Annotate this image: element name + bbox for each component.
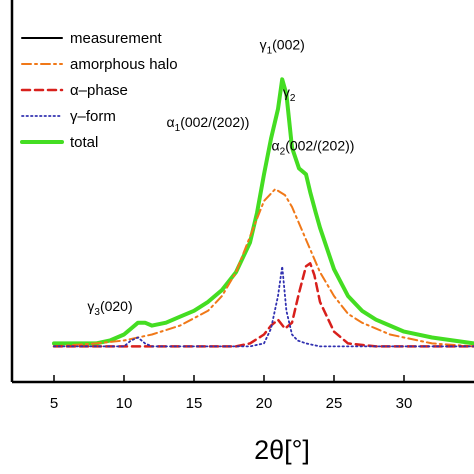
peak-annotation: γ2 (283, 84, 296, 104)
annotations: γ1(002) γ2 α1(002/(202)) α2(002/(202)) γ3(02… (87, 37, 354, 318)
legend-label: amorphous halo (70, 56, 178, 73)
axes-layer: 5 10 15 20 25 30 (10, 0, 474, 412)
peak-annotation: γ3(020) (87, 298, 132, 318)
series-line-total (52, 77, 474, 346)
peak-annotation: γ1(002) (260, 37, 305, 57)
x-axis-label: 2θ[°] (254, 435, 310, 465)
x-tick-label: 10 (116, 395, 133, 412)
x-tick-label: 20 (256, 395, 273, 412)
x-tick-label: 25 (326, 395, 343, 412)
peak-annotation: α2(002/(202)) (272, 138, 355, 158)
series-line--form (53, 265, 474, 348)
legend-label: total (70, 134, 98, 151)
peak-annotation: α1(002/(202)) (167, 114, 250, 134)
x-tick-label: 5 (50, 395, 58, 412)
series-line-amorphous-halo (53, 188, 474, 348)
legend-label: α–phase (70, 82, 128, 99)
legend-label: measurement (70, 30, 163, 47)
x-tick-label: 30 (396, 395, 413, 412)
series-layer (52, 77, 474, 348)
x-tick-label: 15 (186, 395, 203, 412)
legend: measurement amorphous halo α–phase γ–form to… (20, 30, 178, 151)
series-line--phase (52, 262, 474, 348)
legend-label: γ–form (70, 108, 116, 125)
